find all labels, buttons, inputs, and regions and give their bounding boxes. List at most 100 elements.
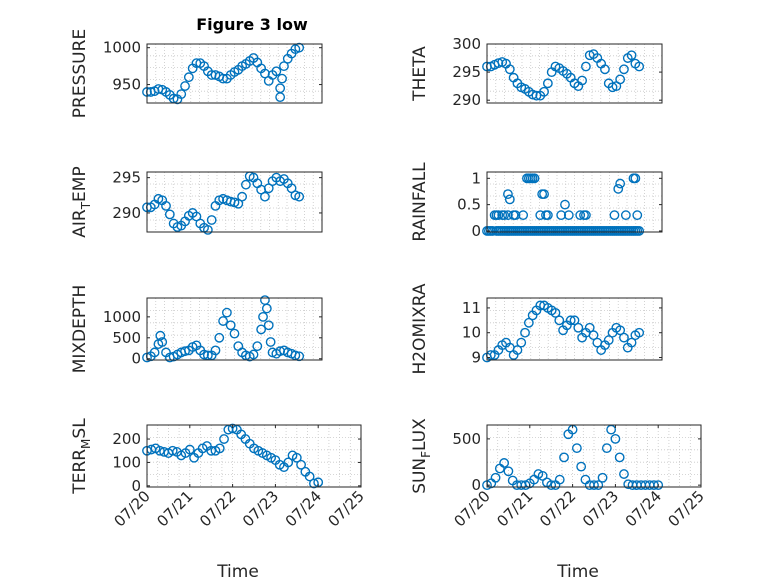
- data-point: [632, 210, 643, 221]
- data-point: [634, 61, 645, 72]
- data-point: [634, 327, 645, 338]
- subplot-3: 290 295 AIRTEMP: [70, 166, 323, 238]
- y-axis-label: RAINFALL: [410, 162, 430, 242]
- data-point: [183, 72, 194, 83]
- data-point: [210, 345, 221, 356]
- data-point: [218, 73, 228, 84]
- data-point: [149, 347, 160, 358]
- data-point: [584, 322, 595, 333]
- data-point: [161, 200, 171, 211]
- axes-box: [146, 43, 323, 104]
- data-point: [630, 173, 641, 184]
- data-point: [531, 90, 542, 101]
- data-point: [214, 443, 225, 454]
- data-point: [589, 480, 599, 491]
- y-tick-label: 0: [131, 477, 141, 495]
- data-point: [626, 50, 637, 61]
- data-point: [614, 452, 625, 463]
- data-point: [167, 445, 178, 456]
- data-point: [516, 337, 527, 348]
- y-tick-label: 100: [112, 453, 141, 471]
- data-point: [277, 73, 287, 84]
- data-point: [575, 210, 586, 221]
- data-point: [291, 452, 302, 463]
- data-point: [619, 64, 629, 75]
- data-point: [535, 210, 546, 221]
- y-tick-label: 500: [452, 430, 481, 448]
- data-point: [593, 480, 604, 491]
- data-point: [573, 322, 584, 333]
- data-point: [512, 345, 523, 355]
- data-point: [529, 173, 540, 184]
- data-point: [275, 92, 286, 103]
- data-point: [184, 444, 195, 455]
- subplot-2: 290 295 300 THETA: [410, 35, 663, 109]
- data-point: [600, 64, 610, 75]
- y-tick-label: 11: [462, 299, 481, 317]
- data-point: [523, 317, 534, 328]
- data-point: [615, 74, 626, 85]
- data-point: [241, 179, 251, 190]
- y-tick-label: 9: [471, 349, 481, 367]
- data-point: [206, 215, 217, 225]
- data-point: [559, 452, 569, 463]
- data-point: [202, 224, 213, 235]
- data-point: [539, 86, 549, 97]
- y-axis-label: THETA: [410, 46, 430, 102]
- data-point: [227, 423, 238, 434]
- data-point: [520, 327, 530, 338]
- data-point: [237, 191, 248, 202]
- data-point: [609, 210, 620, 221]
- data-point: [499, 458, 510, 468]
- data-point: [499, 210, 510, 221]
- data-point: [613, 183, 624, 194]
- data-point: [581, 61, 591, 72]
- data-point: [554, 315, 565, 326]
- data-point: [503, 189, 513, 200]
- axes-box: [146, 171, 323, 233]
- data-point: [503, 466, 514, 477]
- data-point: [279, 61, 289, 72]
- data-point: [218, 316, 228, 326]
- data-point: [615, 325, 626, 336]
- data-point: [164, 209, 175, 220]
- y-axis-label: SUNFLUX: [410, 418, 433, 494]
- data-point: [601, 443, 612, 454]
- axes-box: [486, 297, 663, 361]
- y-tick-label: 1000: [103, 308, 141, 326]
- y-tick-label: 500: [112, 329, 141, 347]
- data-point: [490, 472, 501, 483]
- data-point: [546, 480, 557, 491]
- data-point: [503, 210, 513, 221]
- axes-box: [486, 171, 663, 233]
- data-point: [634, 226, 645, 236]
- axes-box: [146, 297, 323, 361]
- data-point: [569, 315, 580, 326]
- y-tick-label: 0.5: [457, 196, 481, 214]
- data-point: [542, 78, 553, 89]
- figure-title: Figure 3 low: [196, 15, 308, 34]
- data-point: [309, 478, 319, 489]
- data-point: [565, 315, 576, 326]
- data-point: [154, 445, 165, 456]
- y-tick-label: 0: [471, 476, 481, 494]
- data-point: [283, 457, 294, 468]
- data-point: [550, 307, 561, 318]
- y-tick-label: 300: [452, 35, 481, 53]
- data-point: [155, 330, 166, 341]
- data-point: [304, 471, 315, 482]
- data-point: [576, 461, 587, 472]
- data-point: [626, 337, 637, 348]
- subplot-6: 9 10 11 H2OMIXRA: [410, 283, 663, 375]
- y-axis-label: TERRMSL: [70, 418, 93, 495]
- subplot-5: 0 500 1000 MIXDEPTH: [70, 285, 323, 373]
- y-tick-label: 295: [112, 169, 141, 187]
- data-point: [493, 210, 504, 221]
- data-point: [260, 191, 270, 202]
- y-axis-label: AIRTEMP: [70, 166, 93, 237]
- data-point: [214, 332, 225, 343]
- data-point: [256, 324, 267, 335]
- data-point: [619, 332, 629, 343]
- data-point: [615, 178, 626, 189]
